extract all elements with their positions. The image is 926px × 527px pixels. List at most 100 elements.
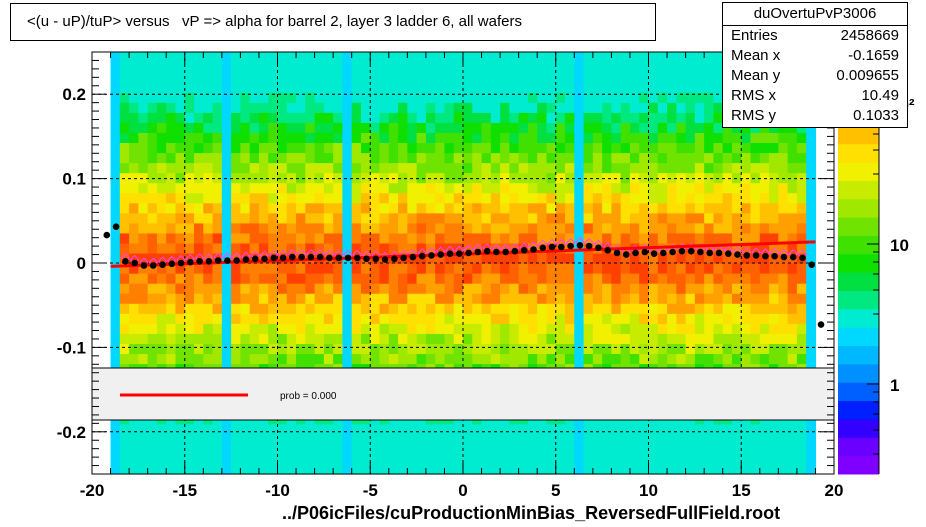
heatmap-cell bbox=[722, 242, 733, 254]
heatmap-cell bbox=[769, 172, 779, 184]
heatmap-cell bbox=[574, 463, 585, 475]
heatmap-cell bbox=[166, 423, 177, 435]
heatmap-cell bbox=[156, 212, 167, 224]
heatmap-cell bbox=[676, 353, 687, 365]
heatmap-cell bbox=[518, 333, 529, 344]
heatmap-cell bbox=[806, 192, 817, 204]
heatmap-cell bbox=[704, 132, 715, 144]
heatmap-cell bbox=[231, 72, 242, 83]
heatmap-cell bbox=[435, 202, 446, 214]
heatmap-cell bbox=[546, 142, 557, 154]
heatmap-cell bbox=[416, 423, 427, 435]
heatmap-cell bbox=[119, 283, 130, 294]
heatmap-cell bbox=[713, 252, 724, 264]
heatmap-cell bbox=[694, 132, 705, 144]
heatmap-cell bbox=[435, 252, 446, 264]
heatmap-cell bbox=[592, 343, 603, 355]
heatmap-cell bbox=[138, 192, 149, 204]
heatmap-cell bbox=[231, 142, 242, 154]
heatmap-cell bbox=[602, 433, 613, 445]
heatmap-cell bbox=[546, 303, 557, 314]
heatmap-cell bbox=[166, 122, 177, 133]
heatmap-cell bbox=[694, 102, 705, 113]
heatmap-cell bbox=[194, 222, 204, 234]
heatmap-cell bbox=[453, 242, 464, 254]
heatmap-cell bbox=[490, 242, 501, 254]
heatmap-cell bbox=[435, 132, 446, 144]
heatmap-cell bbox=[416, 62, 427, 73]
profile-point bbox=[558, 243, 565, 251]
heatmap-cell bbox=[268, 132, 279, 144]
heatmap-cell bbox=[527, 443, 538, 455]
heatmap-cell bbox=[194, 303, 204, 314]
heatmap-cell bbox=[138, 423, 149, 435]
heatmap-cell bbox=[796, 313, 807, 324]
heatmap-cell bbox=[333, 112, 344, 123]
heatmap-cell bbox=[694, 142, 705, 154]
heatmap-cell bbox=[221, 303, 232, 314]
heatmap-cell bbox=[555, 122, 566, 133]
heatmap-cell bbox=[602, 343, 613, 355]
heatmap-cell bbox=[147, 82, 158, 93]
heatmap-cell bbox=[713, 82, 724, 93]
heatmap-cell bbox=[286, 343, 297, 355]
profile-point bbox=[400, 254, 407, 262]
stats-row-entries: Entries 2458669 bbox=[723, 26, 907, 46]
profile-point bbox=[289, 253, 296, 261]
heatmap-cell bbox=[351, 112, 362, 123]
heatmap-cell bbox=[592, 232, 603, 244]
heatmap-cell bbox=[342, 62, 353, 73]
heatmap-cell bbox=[323, 72, 334, 83]
heatmap-cell bbox=[750, 343, 761, 355]
heatmap-cell bbox=[694, 162, 705, 174]
heatmap-cell bbox=[184, 263, 195, 274]
heatmap-cell bbox=[685, 273, 696, 284]
heatmap-cell bbox=[435, 62, 446, 73]
heatmap-cell bbox=[379, 222, 390, 234]
heatmap-cell bbox=[129, 202, 139, 214]
heatmap-cell bbox=[657, 202, 668, 214]
heatmap-cell bbox=[583, 453, 594, 465]
heatmap-cell bbox=[555, 142, 566, 154]
heatmap-cell bbox=[166, 112, 177, 123]
heatmap-cell bbox=[546, 283, 557, 294]
heatmap-cell bbox=[648, 202, 659, 214]
palette-swatch bbox=[838, 235, 879, 255]
heatmap-cell bbox=[704, 222, 715, 234]
profile-point bbox=[214, 257, 222, 264]
heatmap-cell bbox=[481, 273, 492, 284]
heatmap-cell bbox=[453, 343, 464, 355]
heatmap-cell bbox=[249, 313, 260, 324]
heatmap-cell bbox=[398, 62, 408, 73]
heatmap-cell bbox=[657, 263, 668, 274]
heatmap-cell bbox=[156, 92, 167, 103]
heatmap-cell bbox=[518, 443, 529, 455]
heatmap-cell bbox=[750, 323, 761, 334]
heatmap-cell bbox=[806, 232, 817, 244]
heatmap-cell bbox=[323, 192, 334, 204]
heatmap-cell bbox=[268, 273, 279, 284]
heatmap-cell bbox=[565, 463, 575, 475]
heatmap-cell bbox=[277, 162, 288, 174]
heatmap-cell bbox=[305, 293, 316, 304]
heatmap-cell bbox=[323, 353, 334, 365]
heatmap-cell bbox=[184, 353, 195, 365]
heatmap-cell bbox=[388, 263, 399, 274]
heatmap-cell bbox=[194, 142, 204, 154]
palette-swatch bbox=[838, 272, 879, 292]
heatmap-cell bbox=[555, 293, 566, 304]
heatmap-cell bbox=[333, 82, 344, 93]
heatmap-cell bbox=[500, 453, 510, 465]
heatmap-cell bbox=[463, 232, 473, 244]
profile-point bbox=[316, 253, 324, 261]
heatmap-cell bbox=[333, 132, 344, 144]
heatmap-cell bbox=[629, 62, 640, 73]
heatmap-cell bbox=[323, 212, 334, 224]
heatmap-cell bbox=[314, 273, 325, 284]
profile-point bbox=[808, 261, 815, 269]
heatmap-cell bbox=[750, 313, 761, 324]
heatmap-cell bbox=[360, 333, 371, 344]
heatmap-cell bbox=[444, 152, 455, 164]
heatmap-cell bbox=[407, 162, 418, 174]
heatmap-cell bbox=[156, 263, 167, 274]
